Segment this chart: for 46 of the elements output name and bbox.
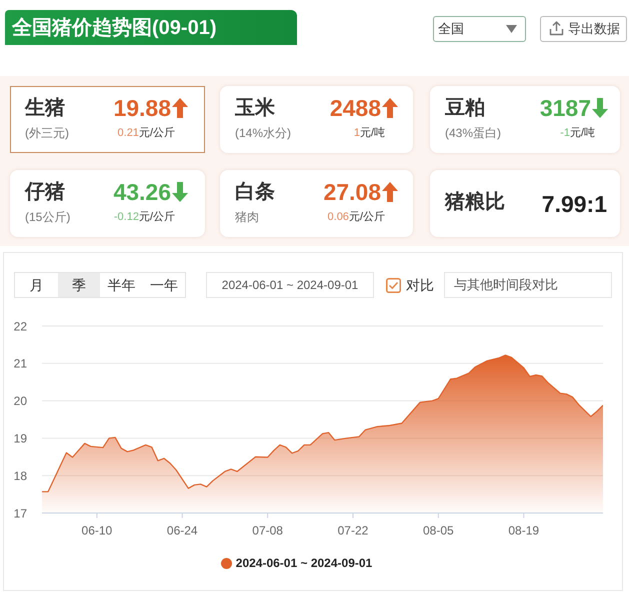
x-tick-label: 06-24 (166, 524, 198, 538)
text: 0.06 (328, 211, 349, 223)
y-tick-label: 17 (14, 506, 28, 520)
text: 元/吨 (570, 127, 595, 139)
category-label: 仔猪 (25, 180, 65, 204)
category-label: 白条 (235, 180, 275, 204)
text: 元/公斤 (138, 211, 175, 223)
text: (14%水分) (235, 126, 292, 141)
y-tick-label: 18 (14, 468, 28, 483)
text: 0.21 (118, 127, 139, 139)
text: (外三元) (25, 126, 69, 141)
text: 元/公斤 (348, 211, 385, 223)
category-label: 生猪 (25, 96, 65, 120)
text: 2488 (330, 95, 381, 121)
text: (15公斤) (25, 210, 70, 225)
y-tick-label: 21 (14, 356, 28, 371)
text: 1 (354, 127, 360, 139)
text: (43%蛋白) (445, 126, 502, 141)
text: 27.08 (323, 179, 381, 205)
text: 7.99:1 (542, 191, 607, 217)
text: 猪肉 (235, 210, 259, 225)
x-tick-label: 07-22 (338, 524, 369, 538)
category-label: 豆粕 (445, 96, 485, 120)
y-tick-label: 19 (14, 431, 28, 446)
text: -1 (560, 127, 570, 139)
text: 元/吨 (360, 127, 385, 139)
x-tick-label: 08-19 (508, 524, 540, 538)
category-label: 猪粮比 (445, 190, 505, 214)
legend-label: 2024-06-01 ~ 2024-09-01 (236, 556, 372, 570)
x-tick-label: 07-08 (252, 524, 284, 538)
category-label: 玉米 (235, 96, 275, 120)
text: 导出数据 (568, 20, 620, 38)
x-tick-label: 08-05 (423, 524, 454, 538)
x-tick-label: 06-10 (82, 524, 113, 538)
text: 对比 (406, 276, 434, 295)
text: 3187 (540, 95, 591, 121)
text: 43.26 (113, 179, 171, 205)
text: 全国猪价趋势图(09-01) (12, 16, 216, 41)
y-tick-label: 20 (14, 394, 28, 408)
text: 元/公斤 (138, 127, 175, 139)
tab-bar: 月 季 半年 一年 (14, 272, 186, 298)
text: -0.12 (114, 211, 139, 223)
text: 全国 (438, 20, 464, 38)
y-tick-label: 22 (14, 319, 28, 334)
text: 19.88 (113, 95, 171, 121)
text: 与其他时间段对比 (454, 276, 558, 294)
